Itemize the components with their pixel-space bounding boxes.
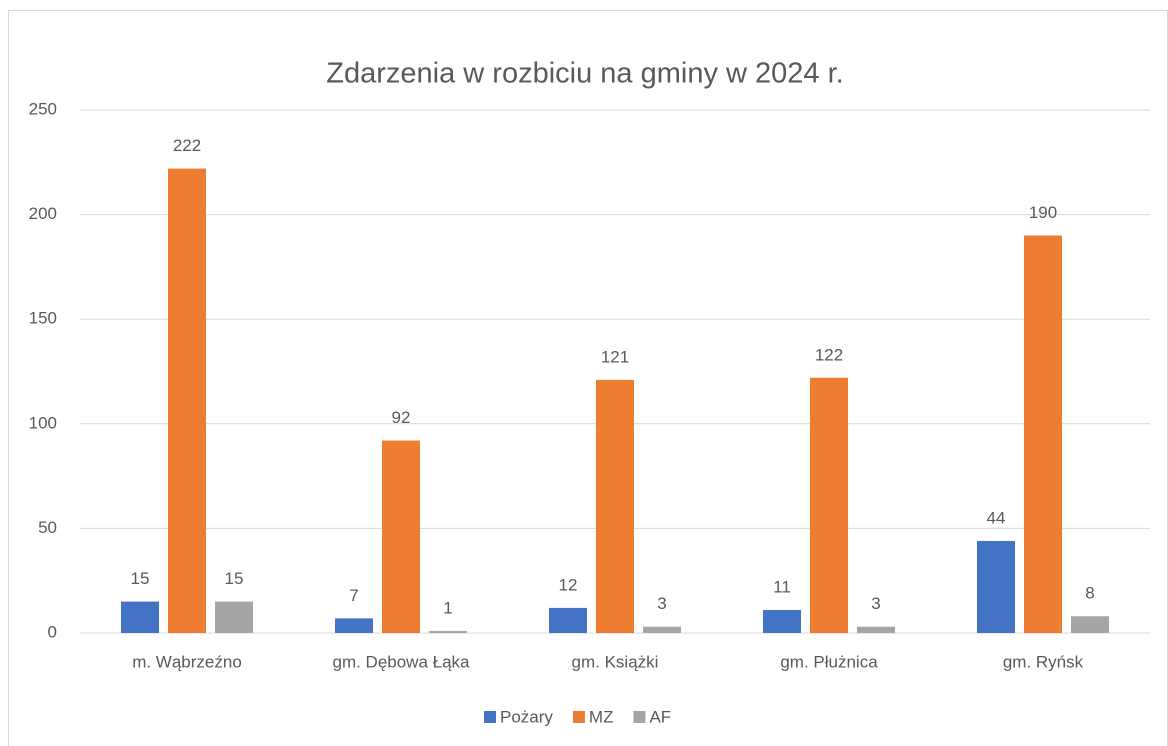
x-tick-label: gm. Dębowa Łąka	[332, 652, 470, 671]
bar	[857, 626, 895, 633]
x-tick-label: gm. Ryńsk	[1003, 652, 1084, 671]
data-label: 121	[601, 347, 629, 366]
data-label: 3	[871, 594, 880, 613]
data-label: 92	[392, 408, 411, 427]
legend-swatch	[633, 711, 646, 723]
data-label: 122	[815, 345, 843, 364]
bar	[382, 440, 420, 633]
bar	[1071, 616, 1109, 633]
data-label: 222	[173, 136, 201, 155]
data-label: 15	[225, 569, 244, 588]
x-tick-label: m. Wąbrzeźno	[132, 652, 242, 671]
y-tick-label: 200	[29, 204, 57, 223]
data-label: 190	[1029, 203, 1057, 222]
y-tick-label: 150	[29, 309, 57, 328]
data-label: 7	[349, 586, 358, 605]
data-label: 44	[987, 508, 1006, 527]
y-tick-label: 100	[29, 413, 57, 432]
legend-label: AF	[649, 707, 671, 726]
chart-title: Zdarzenia w rozbiciu na gminy w 2024 r.	[326, 58, 843, 90]
bar	[215, 601, 253, 633]
legend-label: Pożary	[500, 707, 553, 726]
legend-swatch	[572, 711, 585, 723]
bar	[121, 601, 159, 633]
data-label: 15	[131, 569, 150, 588]
y-tick-label: 50	[38, 518, 57, 537]
y-tick-label: 250	[29, 99, 57, 118]
bar	[335, 618, 373, 633]
bar	[810, 377, 848, 633]
bar	[643, 626, 681, 633]
bar	[429, 630, 467, 633]
y-tick-label: 0	[48, 622, 57, 641]
bar	[763, 609, 801, 633]
data-label: 8	[1085, 584, 1094, 603]
bar	[549, 607, 587, 633]
legend-swatch	[484, 711, 496, 723]
data-label: 1	[443, 598, 452, 617]
bar	[168, 168, 206, 634]
bar	[1024, 235, 1062, 633]
data-label: 3	[657, 594, 666, 613]
x-tick-label: gm. Książki	[572, 652, 659, 671]
data-label: 11	[773, 577, 791, 596]
legend-label: MZ	[589, 707, 614, 726]
bar	[977, 540, 1015, 633]
x-tick-label: gm. Płużnica	[780, 652, 878, 671]
bar	[596, 379, 634, 633]
data-label: 12	[559, 575, 578, 594]
